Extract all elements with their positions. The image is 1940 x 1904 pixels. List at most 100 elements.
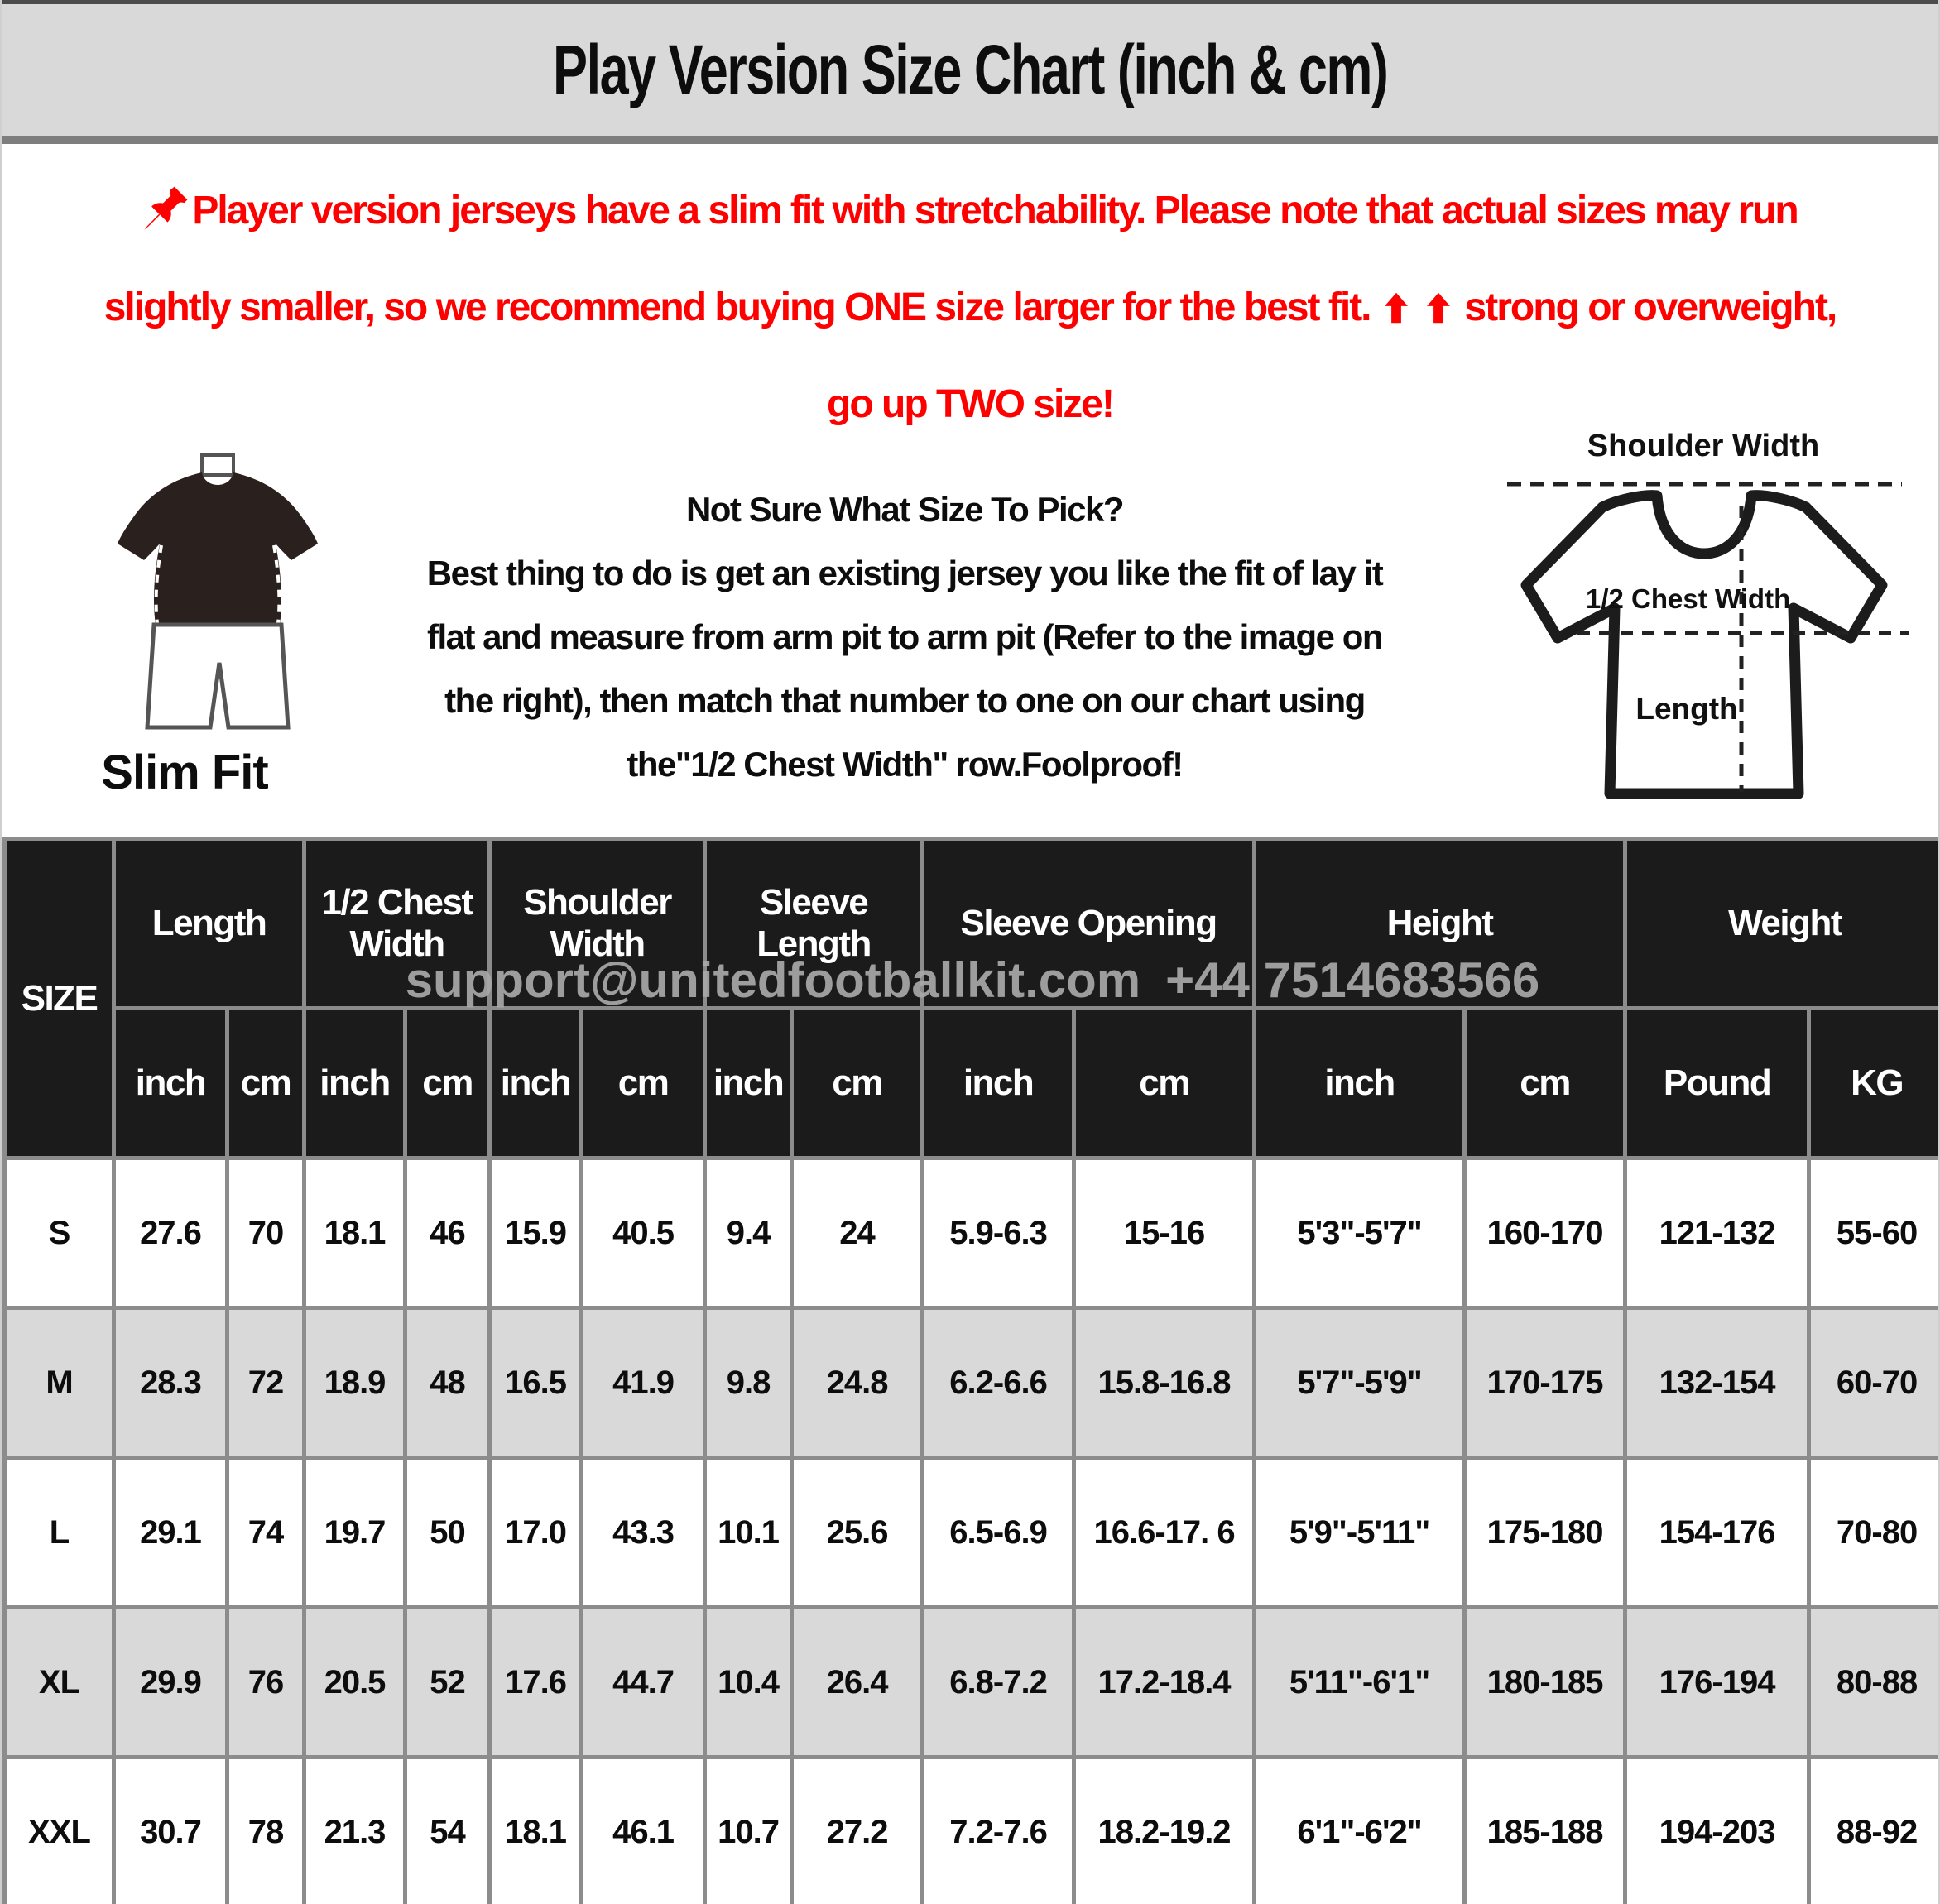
size-cell: S [2,1156,116,1310]
value-cell: 5'3"-5'7" [1252,1156,1467,1310]
value-cell: 160-170 [1462,1156,1628,1310]
value-cell: 194-203 [1623,1755,1812,1904]
value-cell: 78 [224,1755,307,1904]
value-cell: 27.6 [112,1156,229,1310]
value-cell: 24 [790,1156,925,1310]
fit-notice: Player version jerseys have a slim fit w… [2,162,1938,453]
value-cell: 9.4 [703,1156,795,1310]
title-bar: Play Version Size Chart (inch & cm) [2,0,1938,144]
value-cell: 48 [403,1306,492,1460]
value-cell: 10.4 [703,1605,795,1759]
value-cell: 10.7 [703,1755,795,1904]
value-cell: 44.7 [579,1605,708,1759]
guide-line: the right), then match that number to on… [444,681,1366,720]
value-cell: 5.9-6.3 [920,1156,1077,1310]
value-cell: 55-60 [1807,1156,1938,1310]
size-cell: XL [2,1605,116,1759]
height-header: Height [1252,837,1628,1010]
value-cell: 20.5 [302,1605,408,1759]
value-cell: 27.2 [790,1755,925,1904]
shoulder-width-header: Shoulder Width [487,837,708,1010]
table-row: XXL 30.7 78 21.3 54 18.1 46.1 10.7 27.2 7.2-7.6 18… [2,1755,1938,1904]
value-cell: 30.7 [112,1755,229,1904]
weight-header: Weight [1623,837,1938,1010]
value-cell: 180-185 [1462,1605,1628,1759]
value-cell: 5'9"-5'11" [1252,1456,1467,1609]
guide-heading: Not Sure What Size To Pick? [685,490,1125,529]
size-cell: L [2,1456,116,1609]
value-cell: 76 [224,1605,307,1759]
value-cell: 5'7"-5'9" [1252,1306,1467,1460]
value-cell: 43.3 [579,1456,708,1609]
guide-line: flat and measure from arm pit to arm pit… [426,617,1384,656]
value-cell: 9.8 [703,1306,795,1460]
size-column-header: SIZE [2,837,116,1160]
unit-header: inch [112,1006,229,1160]
half-chest-width-header: 1/2 Chest Width [302,837,492,1010]
value-cell: 46.1 [579,1755,708,1904]
length-label: Length [1635,692,1737,726]
value-cell: 18.9 [302,1306,408,1460]
half-chest-width-label: 1/2 Chest Width [1586,583,1790,614]
value-cell: 5'11"-6'1" [1252,1605,1467,1759]
sleeve-length-header: Sleeve Length [703,837,925,1010]
value-cell: 176-194 [1623,1605,1812,1759]
value-cell: 6.5-6.9 [920,1456,1077,1609]
value-cell: 6.8-7.2 [920,1605,1077,1759]
notice-line-1: Player version jerseys have a slim fit w… [2,162,1938,259]
unit-header: KG [1807,1006,1938,1160]
value-cell: 18.1 [487,1755,584,1904]
value-cell: 24.8 [790,1306,925,1460]
value-cell: 50 [403,1456,492,1609]
unit-header: inch [302,1006,408,1160]
size-table-body: S 27.6 70 18.1 46 15.9 40.5 9.4 24 5.9-6.3 15-16 5'… [2,1156,1938,1904]
unit-header: inch [920,1006,1077,1160]
unit-header: inch [487,1006,584,1160]
value-cell: 154-176 [1623,1456,1812,1609]
value-cell: 26.4 [790,1605,925,1759]
size-chart-table: SIZE Length 1/2 Chest Width Shoulder Wid… [2,837,1938,1904]
unit-header: Pound [1623,1006,1812,1160]
unit-header: inch [1252,1006,1467,1160]
value-cell: 121-132 [1623,1156,1812,1310]
value-cell: 25.6 [790,1456,925,1609]
up-arrow-icon [1427,292,1451,324]
value-cell: 132-154 [1623,1306,1812,1460]
value-cell: 6.2-6.6 [920,1306,1077,1460]
value-cell: 175-180 [1462,1456,1628,1609]
value-cell: 7.2-7.6 [920,1755,1077,1904]
value-cell: 72 [224,1306,307,1460]
value-cell: 74 [224,1456,307,1609]
length-header: Length [111,837,307,1010]
group-header-row: SIZE Length 1/2 Chest Width Shoulder Wid… [2,837,1938,1160]
value-cell: 17.0 [487,1456,584,1609]
guide-line: Best thing to do is get an existing jers… [426,554,1384,592]
table-row: S 27.6 70 18.1 46 15.9 40.5 9.4 24 5.9-6.3 15-16 5'… [2,1156,1938,1310]
value-cell: 15-16 [1072,1156,1257,1310]
value-cell: 28.3 [112,1306,229,1460]
notice-line-2: slightly smaller, so we recommend buying… [2,259,1938,356]
value-cell: 19.7 [302,1456,408,1609]
value-cell: 60-70 [1807,1306,1938,1460]
pushpin-icon [144,186,188,230]
value-cell: 17.2-18.4 [1072,1605,1257,1759]
slim-fit-label: Slim Fit [101,746,268,799]
unit-header-row: inch cm inch cm inch cm inch cm inch cm … [5,1006,1938,1160]
tshirt-measurement-diagram: Shoulder Width 1/2 Chest Width Length [1507,429,1909,799]
value-cell: 16.5 [487,1306,584,1460]
sleeve-opening-header: Sleeve Opening [920,837,1257,1010]
value-cell: 88-92 [1807,1755,1938,1904]
value-cell: 10.1 [703,1456,795,1609]
value-cell: 70-80 [1807,1456,1938,1609]
value-cell: 29.9 [112,1605,229,1759]
value-cell: 29.1 [112,1456,229,1609]
notice-line-1-text: Player version jerseys have a slim fit w… [192,189,1798,233]
value-cell: 6'1"-6'2" [1252,1755,1467,1904]
value-cell: 70 [224,1156,307,1310]
value-cell: 16.6-17. 6 [1072,1456,1257,1609]
guide-line: the"1/2 Chest Width" row.Foolproof! [627,745,1184,784]
value-cell: 185-188 [1462,1755,1628,1904]
unit-header: inch [703,1006,795,1160]
value-cell: 21.3 [302,1755,408,1904]
